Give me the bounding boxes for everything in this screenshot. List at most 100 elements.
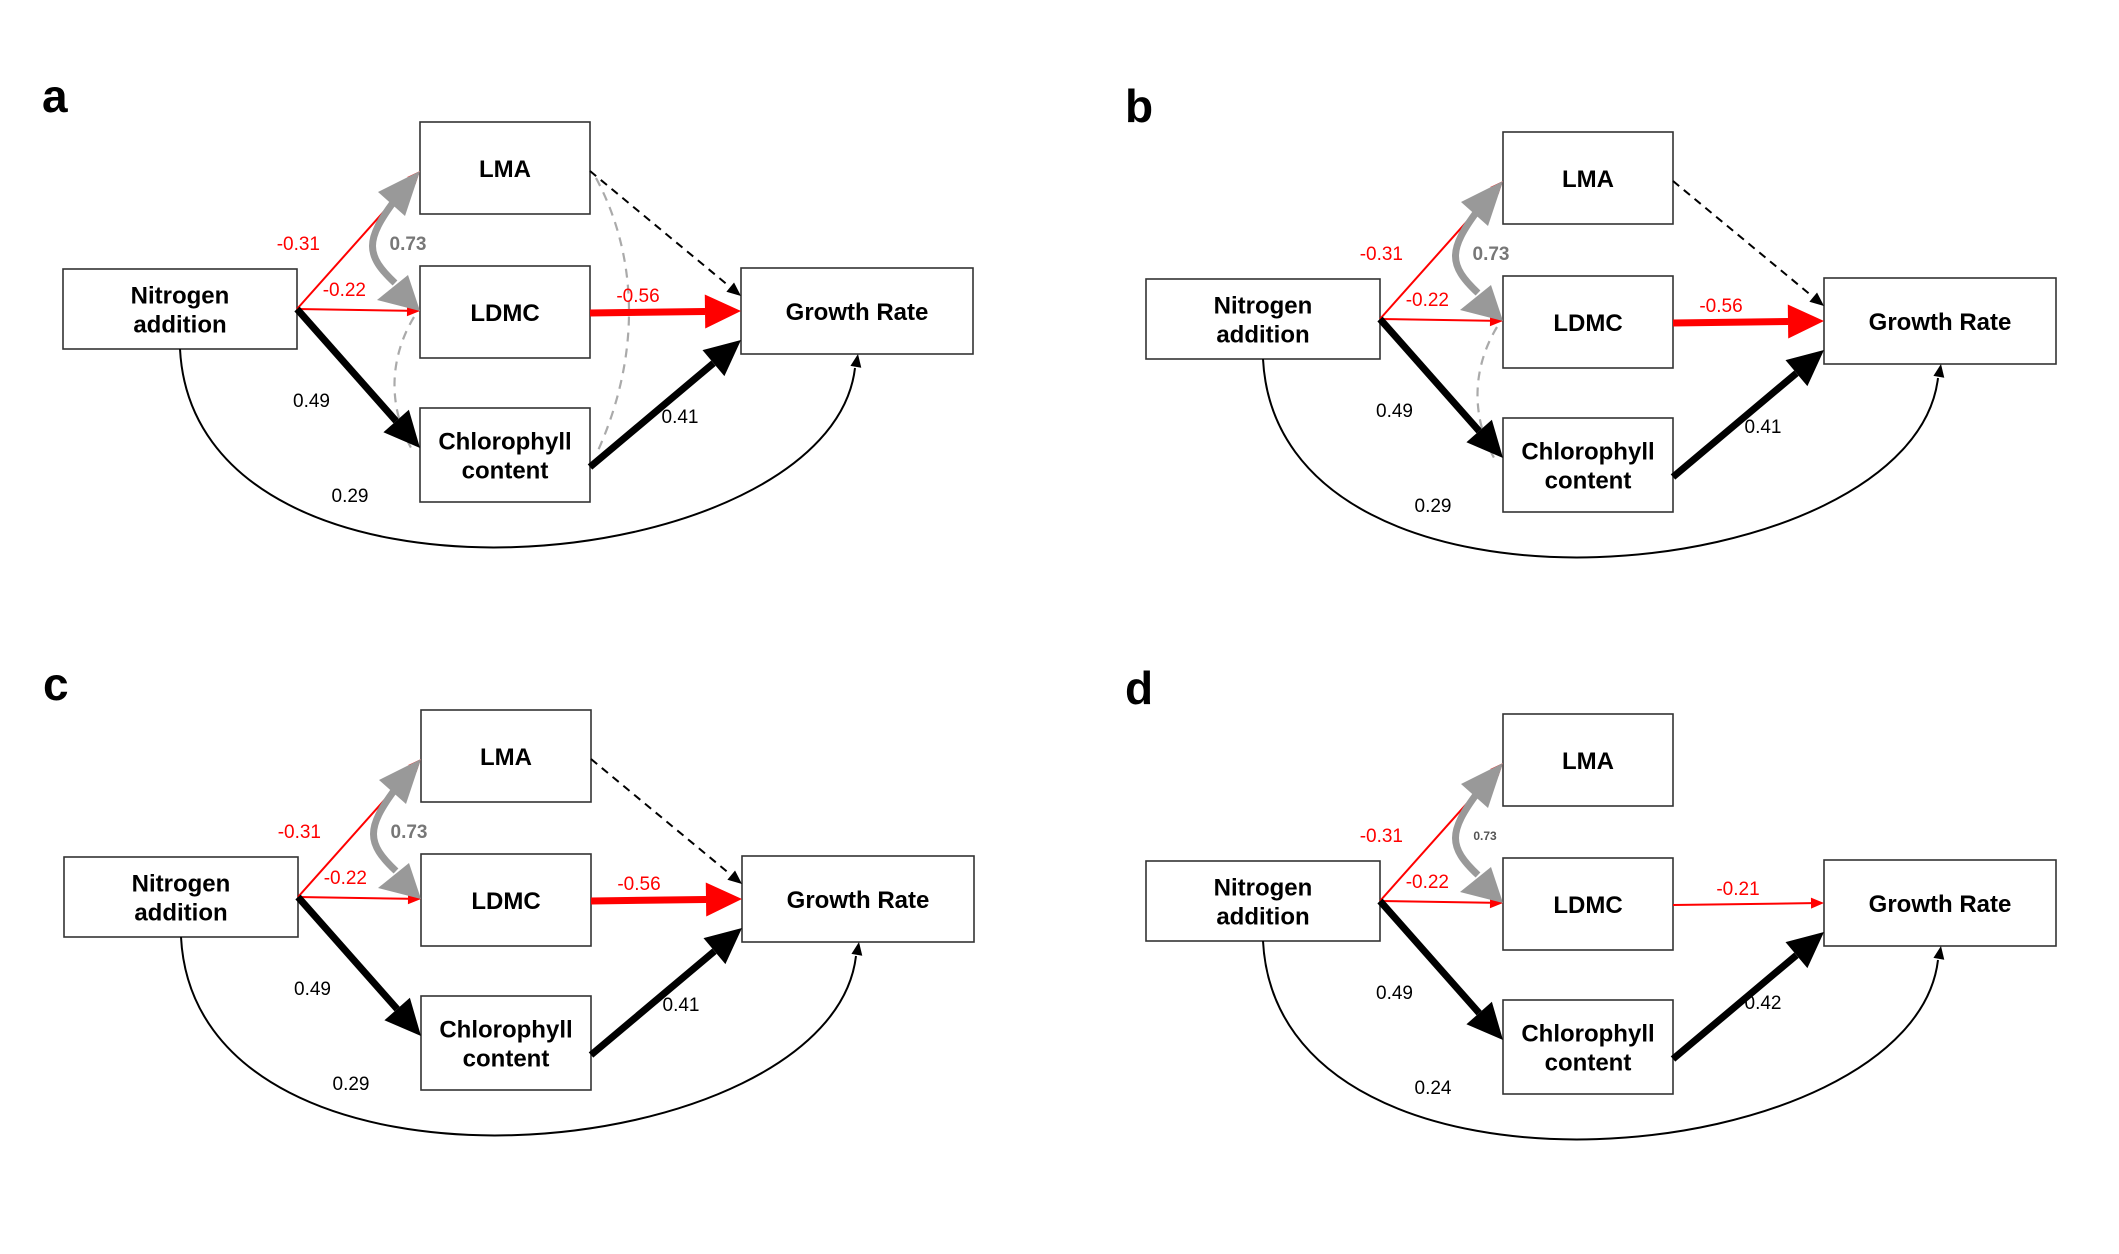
path-nitrogen-to-growth-label: 0.29 bbox=[1415, 496, 1452, 517]
path-chlorophyll-to-growth-head bbox=[1785, 350, 1824, 387]
node-growth: Growth Rate bbox=[1823, 859, 2057, 947]
node-box-ldmc bbox=[419, 265, 591, 359]
path-ldmc-to-growth bbox=[589, 307, 706, 317]
path-chlorophyll-to-growth bbox=[1670, 370, 1799, 480]
node-lma: LMA bbox=[420, 709, 592, 803]
panel-letter: b bbox=[1125, 80, 1153, 132]
node-box-chlorophyll bbox=[1502, 417, 1674, 513]
path-nitrogen-to-growth-head bbox=[1933, 364, 1945, 378]
node-growth: Growth Rate bbox=[740, 267, 974, 355]
node-lma: LMA bbox=[419, 121, 591, 215]
node-label-chlorophyll: Chlorophyll bbox=[439, 1017, 572, 1044]
path-nitrogen-to-chlorophyll bbox=[294, 306, 399, 424]
residual-ldmc-chlorophyll bbox=[1476, 326, 1498, 464]
path-lma-to-ldmc-head-top bbox=[1461, 181, 1503, 226]
node-ldmc: LDMC bbox=[419, 265, 591, 359]
path-nitrogen-to-lma-label: -0.31 bbox=[1360, 244, 1403, 265]
path-chlorophyll-to-growth-head bbox=[1785, 932, 1824, 969]
path-lma-to-ldmc-head-bottom bbox=[377, 275, 420, 311]
path-nitrogen-to-chlorophyll bbox=[295, 894, 400, 1012]
node-box-nitrogen bbox=[63, 856, 299, 938]
node-box-growth bbox=[741, 855, 975, 943]
node-box-growth bbox=[1823, 277, 2057, 365]
path-lma-to-ldmc-label: 0.73 bbox=[1473, 829, 1497, 843]
path-ldmc-to-growth bbox=[1672, 317, 1789, 327]
node-label-nitrogen: addition bbox=[1216, 904, 1309, 931]
node-label-nitrogen: Nitrogen bbox=[131, 283, 230, 310]
path-nitrogen-to-chlorophyll-head bbox=[1466, 419, 1503, 458]
node-box-nitrogen bbox=[1145, 860, 1381, 942]
path-ldmc-to-growth-label: -0.56 bbox=[1699, 296, 1742, 317]
node-label-nitrogen: Nitrogen bbox=[1214, 875, 1313, 902]
path-nitrogen-to-lma-label: -0.31 bbox=[278, 822, 321, 843]
path-nitrogen-to-growth bbox=[1262, 940, 1939, 1141]
node-label-chlorophyll: content bbox=[1545, 468, 1632, 495]
path-nitrogen-to-growth bbox=[1262, 358, 1939, 559]
node-box-lma bbox=[1502, 131, 1674, 225]
residual-lma-chlorophyll bbox=[595, 177, 631, 456]
node-label-nitrogen: Nitrogen bbox=[132, 871, 231, 898]
path-nitrogen-to-growth bbox=[180, 936, 857, 1137]
path-chlorophyll-to-growth-head bbox=[703, 928, 742, 965]
panel-letter: c bbox=[43, 658, 69, 710]
path-lma-to-ldmc bbox=[369, 197, 398, 286]
path-nitrogen-to-ldmc-label: -0.22 bbox=[1406, 872, 1449, 893]
node-label-nitrogen: addition bbox=[133, 312, 226, 339]
node-label-nitrogen: addition bbox=[1216, 322, 1309, 349]
node-box-lma bbox=[1502, 713, 1674, 807]
path-nitrogen-to-chlorophyll-head bbox=[384, 997, 421, 1036]
path-nitrogen-to-ldmc bbox=[297, 896, 409, 900]
path-nitrogen-to-ldmc-label: -0.22 bbox=[1406, 290, 1449, 311]
path-lma-to-growth-head bbox=[727, 870, 742, 884]
node-label-lma: LMA bbox=[1562, 748, 1614, 775]
node-box-growth bbox=[1823, 859, 2057, 947]
path-lma-to-ldmc-label: 0.73 bbox=[1473, 244, 1510, 265]
node-label-nitrogen: Nitrogen bbox=[1214, 293, 1313, 320]
path-lma-to-growth-head bbox=[726, 282, 741, 296]
node-box-ldmc bbox=[1502, 275, 1674, 369]
node-label-chlorophyll: content bbox=[462, 458, 549, 485]
path-nitrogen-to-chlorophyll-head bbox=[1466, 1001, 1503, 1040]
node-box-ldmc bbox=[1502, 857, 1674, 951]
node-box-chlorophyll bbox=[420, 995, 592, 1091]
path-ldmc-to-growth-label: -0.56 bbox=[617, 874, 660, 895]
node-label-lma: LMA bbox=[480, 744, 532, 771]
node-ldmc: LDMC bbox=[1502, 275, 1674, 369]
residual-ldmc-chlorophyll bbox=[393, 316, 415, 454]
node-box-chlorophyll bbox=[1502, 999, 1674, 1095]
node-label-chlorophyll: content bbox=[1545, 1050, 1632, 1077]
path-nitrogen-to-lma-label: -0.31 bbox=[1360, 826, 1403, 847]
node-ldmc: LDMC bbox=[420, 853, 592, 947]
path-ldmc-to-growth-head bbox=[704, 294, 741, 329]
path-lma-to-ldmc-head-top bbox=[379, 759, 421, 804]
path-ldmc-to-growth-head bbox=[1787, 304, 1824, 339]
path-lma-to-growth bbox=[589, 170, 731, 288]
path-nitrogen-to-chlorophyll-label: 0.49 bbox=[293, 391, 330, 412]
path-nitrogen-to-growth-label: 0.24 bbox=[1415, 1078, 1452, 1099]
path-lma-to-ldmc bbox=[370, 785, 399, 874]
path-nitrogen-to-growth-label: 0.29 bbox=[333, 1074, 370, 1095]
node-label-nitrogen: addition bbox=[134, 900, 227, 927]
node-growth: Growth Rate bbox=[1823, 277, 2057, 365]
path-chlorophyll-to-growth-label: 0.41 bbox=[1745, 417, 1782, 438]
panel-letter: d bbox=[1125, 662, 1153, 714]
path-nitrogen-to-growth-head bbox=[850, 354, 862, 368]
path-nitrogen-to-ldmc-label: -0.22 bbox=[323, 280, 366, 301]
path-chlorophyll-to-growth bbox=[588, 948, 717, 1058]
path-chlorophyll-to-growth bbox=[1670, 952, 1799, 1062]
path-nitrogen-to-growth-label: 0.29 bbox=[332, 486, 369, 507]
path-lma-to-ldmc-head-top bbox=[378, 171, 420, 216]
node-label-ldmc: LDMC bbox=[470, 300, 539, 327]
path-lma-to-ldmc bbox=[1452, 207, 1481, 296]
panel-letter: a bbox=[42, 70, 68, 122]
path-ldmc-to-growth-label: -0.21 bbox=[1716, 879, 1759, 900]
path-lma-to-ldmc-head-bottom bbox=[1460, 867, 1503, 903]
node-label-chlorophyll: Chlorophyll bbox=[1521, 1021, 1654, 1048]
